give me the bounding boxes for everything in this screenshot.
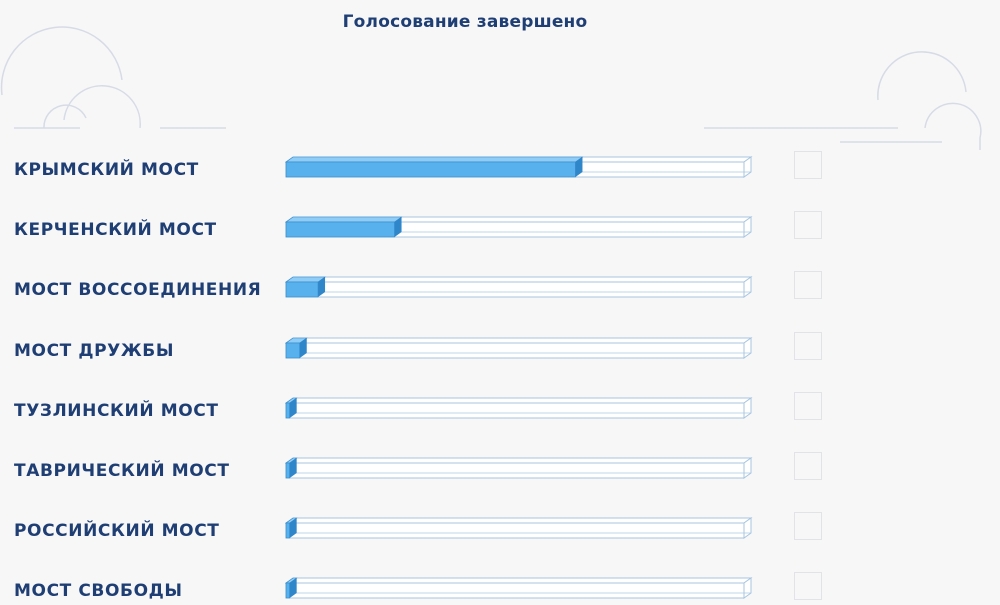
bar-fill-side (289, 518, 297, 538)
poll-option-label: МОСТ ДРУЖБЫ (14, 341, 175, 361)
bar-track-front (285, 582, 745, 599)
result-bar (285, 276, 753, 298)
bar-fill-side (289, 398, 297, 418)
poll-option-row: МОСТ ВОССОЕДИНЕНИЯ (0, 270, 1000, 310)
poll-option-row: РОССИЙСКИЙ МОСТ (0, 511, 1000, 551)
cloud-right-large-arc (877, 51, 967, 101)
bar-track-top (285, 276, 753, 283)
bar-fill-front (285, 582, 290, 599)
poll-option-label: МОСТ ВОССОЕДИНЕНИЯ (14, 280, 262, 300)
poll-option-label: РОССИЙСКИЙ МОСТ (14, 521, 220, 541)
cloud-decoration (0, 26, 982, 150)
poll-option-row: МОСТ ДРУЖБЫ (0, 331, 1000, 371)
bar-fill-front (285, 281, 319, 298)
poll-option-label: КРЫМСКИЙ МОСТ (14, 160, 199, 180)
vote-checkbox[interactable] (794, 572, 822, 600)
bar-fill-front (285, 342, 301, 359)
poll-option-label: ТУЗЛИНСКИЙ МОСТ (14, 401, 219, 421)
poll-option-row: КЕРЧЕНСКИЙ МОСТ (0, 210, 1000, 250)
bar-fill-side (289, 458, 297, 478)
page-title: Голосование завершено (342, 12, 588, 32)
bar-track-top (285, 517, 753, 524)
poll-option-label: ТАВРИЧЕСКИЙ МОСТ (14, 461, 230, 481)
vote-checkbox[interactable] (794, 151, 822, 179)
vote-checkbox[interactable] (794, 512, 822, 540)
bar-fill-front (285, 221, 395, 238)
result-bar (285, 577, 753, 599)
result-bar (285, 397, 753, 419)
result-bar (285, 337, 753, 359)
cloud-right-small-arc (924, 102, 982, 150)
bar-track-front (285, 342, 745, 359)
vote-checkbox[interactable] (794, 271, 822, 299)
bar-fill-side (318, 277, 326, 297)
bar-fill-side (289, 578, 297, 598)
bar-fill-top (285, 216, 403, 223)
bar-fill-top (285, 156, 584, 163)
bar-fill-side (394, 217, 402, 237)
cloud-left-small-arc (63, 85, 141, 129)
vote-checkbox[interactable] (794, 332, 822, 360)
bar-track-front (285, 281, 745, 298)
bar-track-top (285, 337, 753, 344)
poll-option-row: ТАВРИЧЕСКИЙ МОСТ (0, 451, 1000, 491)
bar-fill-side (299, 338, 307, 358)
vote-checkbox[interactable] (794, 452, 822, 480)
vote-checkbox[interactable] (794, 211, 822, 239)
poll-option-row: ТУЗЛИНСКИЙ МОСТ (0, 391, 1000, 431)
bar-track-front (285, 402, 745, 419)
bar-track-top (285, 397, 753, 404)
poll-option-row: КРЫМСКИЙ МОСТ (0, 150, 1000, 190)
result-bar (285, 517, 753, 539)
poll-option-row: МОСТ СВОБОДЫ (0, 571, 1000, 605)
result-bar (285, 457, 753, 479)
bar-fill-front (285, 522, 290, 539)
bar-fill-front (285, 402, 290, 419)
bar-track-top (285, 577, 753, 584)
bar-track-front (285, 462, 745, 479)
bar-fill-side (575, 157, 583, 177)
bar-track-top (285, 457, 753, 464)
bar-fill-front (285, 462, 290, 479)
vote-checkbox[interactable] (794, 392, 822, 420)
cloud-left-large-arc (0, 26, 123, 96)
bar-track-front (285, 522, 745, 539)
cloud-left-tiny-arc (43, 104, 87, 129)
bar-fill-front (285, 161, 576, 178)
result-bar (285, 156, 753, 178)
poll-option-label: МОСТ СВОБОДЫ (14, 581, 183, 601)
result-bar (285, 216, 753, 238)
poll-option-label: КЕРЧЕНСКИЙ МОСТ (14, 220, 217, 240)
